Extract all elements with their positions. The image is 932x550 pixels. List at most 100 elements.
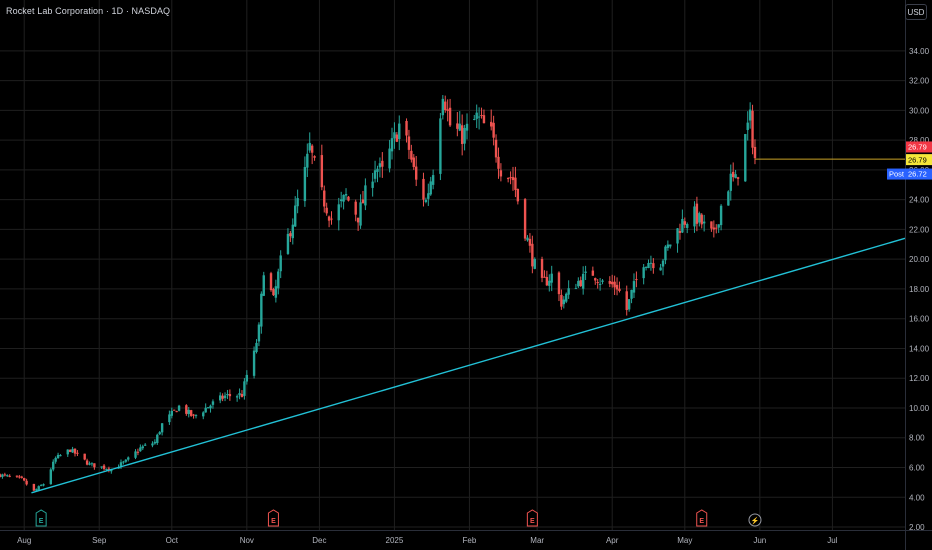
x-tick-label: Aug: [17, 536, 31, 545]
event-label: ⚡: [751, 516, 760, 525]
candle-body: [736, 177, 740, 179]
candle: [88, 461, 91, 466]
y-tick-label: 20.00: [909, 255, 930, 264]
candle: [177, 404, 181, 412]
candle: [700, 213, 703, 229]
candle: [729, 164, 732, 201]
earnings-shape: [696, 509, 708, 527]
candle: [313, 155, 316, 161]
candle: [37, 485, 40, 491]
candle: [499, 163, 503, 182]
earnings-shape: [267, 509, 279, 527]
candle-body: [18, 476, 21, 478]
candle-body: [448, 107, 452, 126]
candle-body: [710, 221, 713, 229]
candle-body: [644, 266, 648, 268]
candle-body: [119, 462, 123, 467]
candle: [441, 95, 445, 120]
candle: [533, 257, 536, 270]
candle: [390, 127, 394, 160]
candle-body: [729, 173, 732, 191]
candle-body: [272, 289, 275, 296]
candle: [473, 114, 476, 121]
candle-body: [460, 125, 464, 145]
candle: [59, 454, 62, 457]
candle: [192, 413, 195, 419]
candle-body: [378, 163, 382, 168]
candle-body: [54, 457, 57, 462]
x-tick-label: Jul: [827, 536, 837, 545]
candle: [661, 258, 665, 276]
candle: [221, 393, 224, 402]
candle-body: [678, 230, 682, 233]
y-tick-label: 16.00: [909, 315, 930, 324]
candle-body: [632, 281, 636, 293]
candle: [509, 171, 512, 185]
currency-button[interactable]: USD: [905, 4, 927, 20]
candle-body: [465, 123, 469, 131]
event-label: E: [699, 518, 704, 525]
candle: [255, 339, 258, 354]
candle: [376, 165, 379, 183]
grid: [0, 0, 905, 530]
candle-body: [245, 374, 249, 382]
candle-body: [458, 123, 461, 131]
candle: [289, 230, 292, 242]
candle-body: [734, 174, 737, 179]
candle-body: [686, 224, 689, 228]
candle-body: [303, 167, 307, 202]
candle: [567, 280, 570, 299]
candle: [66, 449, 69, 457]
candle-body: [35, 489, 38, 491]
x-tick-label: May: [677, 536, 692, 545]
candle: [286, 228, 290, 255]
candle-body: [446, 109, 449, 111]
candle-body: [361, 199, 365, 204]
candle: [320, 144, 324, 191]
event-label: E: [271, 518, 276, 525]
candle-body: [185, 405, 188, 414]
candle: [601, 279, 604, 285]
current-price-badge: 26.79: [906, 154, 932, 166]
candle: [202, 411, 205, 420]
y-tick-label: 14.00: [909, 344, 930, 353]
candle: [194, 414, 198, 419]
candle-body: [221, 395, 224, 399]
candle: [303, 156, 307, 207]
candle: [746, 111, 749, 141]
candle-body: [279, 255, 282, 272]
candle: [681, 209, 684, 234]
candle: [310, 144, 314, 165]
candle: [257, 322, 261, 347]
post-price-badge-bg: [906, 168, 932, 180]
candle-body: [581, 273, 585, 289]
candle: [475, 104, 478, 128]
candle-body: [652, 263, 655, 269]
candle-body: [291, 224, 294, 239]
candle-body: [228, 394, 232, 397]
candle: [238, 388, 241, 400]
candle: [361, 190, 365, 204]
candle-body: [194, 415, 198, 417]
candle: [306, 143, 309, 178]
candle-body: [127, 457, 130, 460]
candle-body: [543, 276, 546, 278]
candle-body: [664, 246, 667, 261]
candle: [664, 245, 667, 265]
candle-body: [695, 203, 699, 224]
candle: [528, 233, 532, 253]
candle: [482, 109, 486, 124]
candle-body: [158, 432, 161, 435]
candle: [463, 124, 466, 151]
candle: [308, 132, 311, 153]
event-label: E: [530, 518, 535, 525]
candle-body: [424, 199, 428, 203]
y-tick-label: 4.00: [909, 493, 925, 502]
candle-body: [579, 280, 582, 286]
y-tick-label: 22.00: [909, 225, 930, 234]
candle-body: [257, 324, 261, 342]
candle-body: [635, 279, 638, 281]
candle-body: [88, 463, 91, 465]
